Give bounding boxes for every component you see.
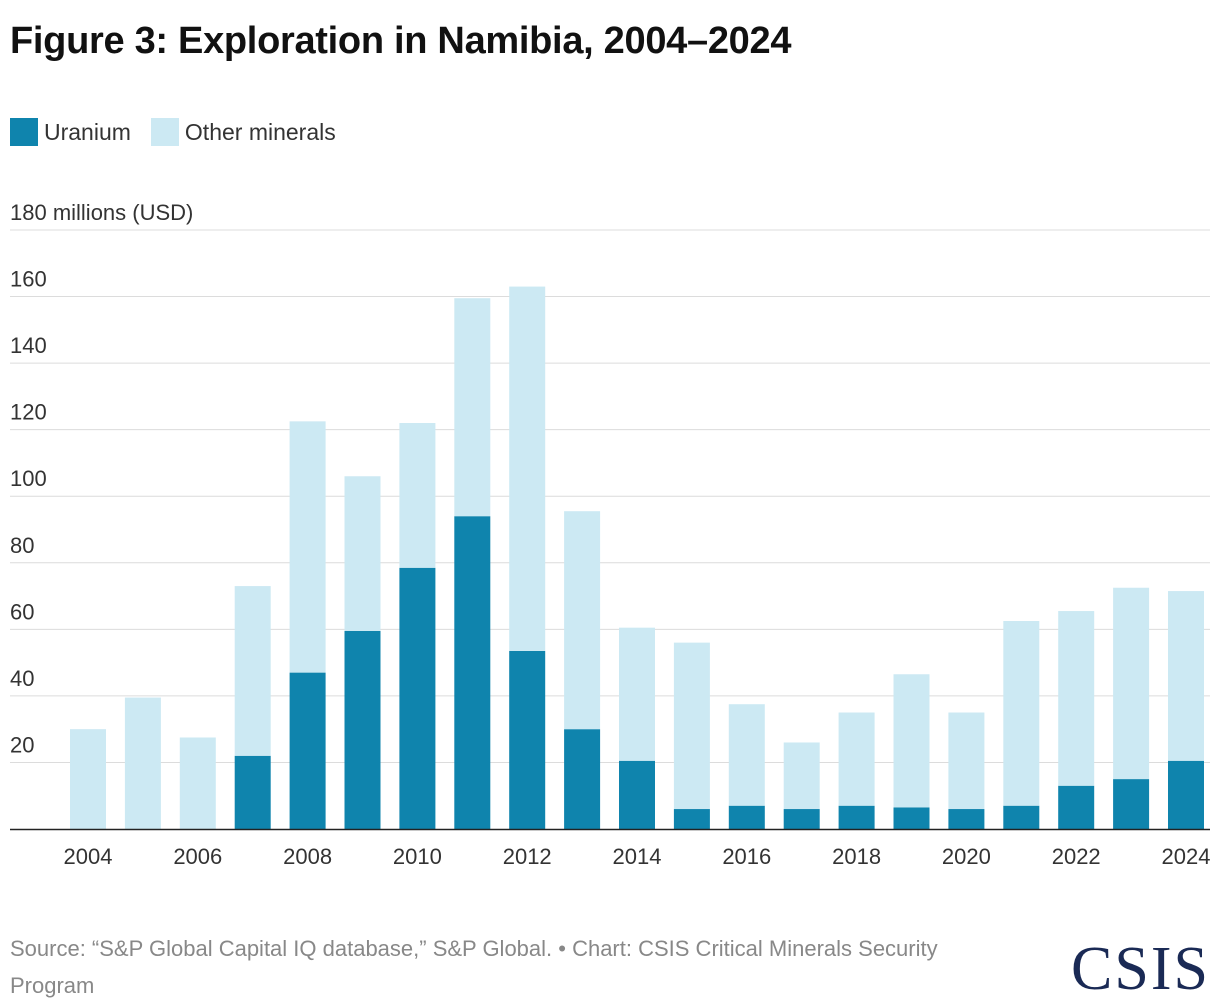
bar-other-minerals-2018 <box>838 712 875 806</box>
bar-uranium-2016 <box>728 805 765 829</box>
legend-swatch-other-minerals <box>150 118 179 146</box>
bar-other-minerals-2005 <box>124 697 161 829</box>
x-tick-label-2006: 2006 <box>173 844 222 869</box>
bar-uranium-2015 <box>673 809 710 829</box>
bar-other-minerals-2019 <box>893 674 930 808</box>
bar-uranium-2007 <box>234 755 271 829</box>
bar-uranium-2011 <box>454 516 491 829</box>
legend-swatch-uranium <box>10 118 38 146</box>
chart-title: Figure 3: Exploration in Namibia, 2004–2… <box>10 20 792 62</box>
x-tick-label-2024: 2024 <box>1162 844 1211 869</box>
y-tick-label-160: 160 <box>10 267 47 292</box>
y-tick-label-40: 40 <box>10 666 34 691</box>
x-tick-label-2008: 2008 <box>283 844 332 869</box>
bar-other-minerals-2012 <box>509 286 546 651</box>
y-tick-label-20: 20 <box>10 732 34 757</box>
legend-label-other-minerals: Other minerals <box>184 118 336 145</box>
x-tick-label-2014: 2014 <box>613 844 662 869</box>
y-tick-label-140: 140 <box>10 333 47 358</box>
y-tick-label-100: 100 <box>10 466 47 491</box>
y-axis-top-label: 180 millions (USD) <box>10 200 193 225</box>
legend-item-uranium: Uranium <box>10 118 131 146</box>
bar-other-minerals-2011 <box>454 298 491 517</box>
bar-other-minerals-2008 <box>289 421 326 673</box>
bar-uranium-2020 <box>948 809 985 829</box>
bar-uranium-2019 <box>893 807 930 829</box>
y-tick-label-80: 80 <box>10 533 34 558</box>
y-tick-label-120: 120 <box>10 400 47 425</box>
bar-other-minerals-2013 <box>564 511 601 730</box>
bar-uranium-2014 <box>619 760 655 829</box>
source-note: Source: “S&P Global Capital IQ database,… <box>10 936 938 998</box>
legend-label-uranium: Uranium <box>44 118 131 145</box>
bar-uranium-2021 <box>1003 805 1040 829</box>
bar-other-minerals-2022 <box>1058 611 1095 786</box>
bar-uranium-2024 <box>1168 760 1204 829</box>
bar-uranium-2009 <box>344 630 381 829</box>
x-tick-label-2010: 2010 <box>393 844 442 869</box>
x-tick-label-2018: 2018 <box>832 844 881 869</box>
bar-other-minerals-2006 <box>179 737 216 829</box>
x-tick-label-2022: 2022 <box>1052 844 1101 869</box>
bar-uranium-2010 <box>399 567 436 829</box>
x-tick-label-2004: 2004 <box>64 844 113 869</box>
bar-other-minerals-2004 <box>70 729 106 829</box>
y-tick-label-60: 60 <box>10 599 34 624</box>
bar-other-minerals-2023 <box>1113 587 1150 780</box>
bar-uranium-2022 <box>1058 785 1095 829</box>
x-tick-label-2012: 2012 <box>503 844 552 869</box>
stacked-bar-chart: 20 40 60 80 100 120 140 160 180 millions (USD) 20… <box>10 200 1211 869</box>
bar-other-minerals-2010 <box>399 423 436 568</box>
bar-uranium-2018 <box>838 805 875 829</box>
legend: Uranium Other minerals <box>10 118 356 146</box>
bar-uranium-2023 <box>1113 779 1150 829</box>
bar-uranium-2012 <box>509 650 546 829</box>
bar-other-minerals-2015 <box>673 642 710 810</box>
bar-other-minerals-2007 <box>234 586 271 756</box>
bar-uranium-2008 <box>289 672 326 829</box>
bar-other-minerals-2024 <box>1168 591 1204 761</box>
bar-other-minerals-2014 <box>619 627 655 761</box>
bar-uranium-2017 <box>783 809 820 829</box>
x-tick-label-2016: 2016 <box>722 844 771 869</box>
bar-other-minerals-2016 <box>728 704 765 806</box>
bar-other-minerals-2021 <box>1003 621 1040 806</box>
legend-item-other-minerals: Other minerals <box>150 118 336 146</box>
bar-other-minerals-2009 <box>344 476 381 631</box>
bar-other-minerals-2017 <box>783 742 820 810</box>
x-tick-label-2020: 2020 <box>942 844 991 869</box>
bar-uranium-2013 <box>564 729 601 829</box>
bar-other-minerals-2020 <box>948 712 985 810</box>
csis-logo: CSIS <box>1071 935 1210 1003</box>
